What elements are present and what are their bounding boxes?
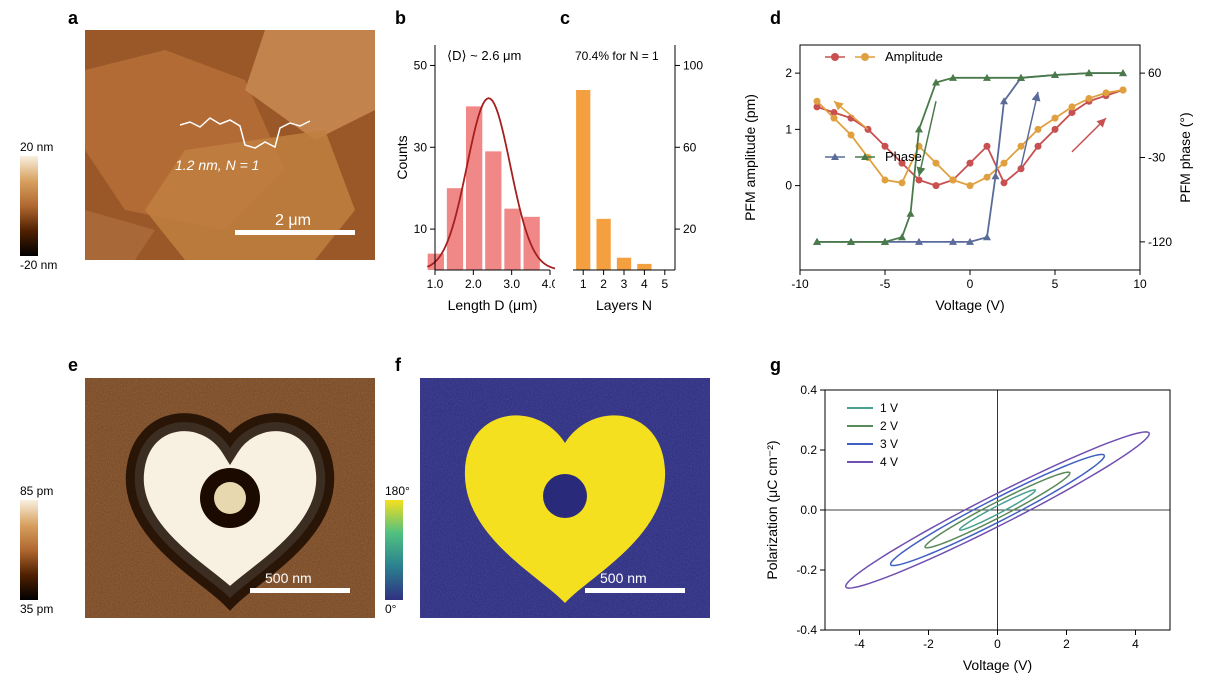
svg-text:Layers N: Layers N [596,297,652,313]
scalebar-e: 500 nm [265,570,312,586]
svg-text:Length D (μm): Length D (μm) [448,297,538,313]
svg-text:2 V: 2 V [880,419,898,433]
svg-text:3.0: 3.0 [503,277,520,291]
svg-text:3: 3 [621,277,628,291]
svg-text:-2: -2 [923,637,934,651]
svg-text:Polarization (μC cm⁻²): Polarization (μC cm⁻²) [764,440,780,579]
svg-text:4.0: 4.0 [542,277,555,291]
svg-text:-0.2: -0.2 [796,563,817,577]
scalebar-f: 500 nm [600,570,647,586]
svg-text:-0.4: -0.4 [796,623,817,637]
panel-label-b: b [395,8,406,29]
panel-label-e: e [68,355,78,376]
svg-text:0: 0 [967,277,974,291]
colorbar-e: 85 pm 35 pm [20,500,38,600]
svg-text:1: 1 [580,277,587,291]
svg-text:Counts: Counts [395,135,410,179]
svg-text:4: 4 [1132,637,1139,651]
svg-text:3 V: 3 V [880,437,898,451]
svg-text:5: 5 [661,277,668,291]
svg-text:60: 60 [683,140,697,154]
svg-text:2.0: 2.0 [465,277,482,291]
pfm-amp-image: 500 nm [85,378,375,618]
panel-label-a: a [68,8,78,29]
svg-text:Voltage (V): Voltage (V) [935,297,1004,313]
svg-text:70.4% for N = 1: 70.4% for N = 1 [575,49,659,63]
panel-label-c: c [560,8,570,29]
svg-text:0.0: 0.0 [800,503,817,517]
svg-text:30: 30 [414,140,428,154]
svg-text:20: 20 [683,222,697,236]
panel-label-g: g [770,355,781,376]
histogram-c: 12345 20 60 100 Layers N 70.4% for N = 1 [555,30,715,320]
svg-text:5: 5 [1052,277,1059,291]
svg-text:⟨D⟩ ~ 2.6 μm: ⟨D⟩ ~ 2.6 μm [447,48,521,63]
histogram-b: 1.0 2.0 3.0 4.0 10 30 50 Length D (μm) Counts ⟨D⟩… [395,30,555,320]
svg-text:4 V: 4 V [880,455,898,469]
svg-text:-120: -120 [1148,235,1172,249]
svg-text:0.2: 0.2 [800,443,817,457]
pfm-chart-d: -10 -5 0 5 10 0 1 2 -120 -30 60 Amplitude Phase Volta… [735,30,1205,320]
svg-text:2: 2 [785,66,792,80]
svg-text:-5: -5 [880,277,891,291]
svg-text:PFM amplitude (pm): PFM amplitude (pm) [742,94,758,221]
pv-loops-g: -4 -2 0 2 4 -0.4 -0.2 0.0 0.2 0.4 1 V 2 V 3 V 4 V Volt… [755,378,1185,678]
svg-text:100: 100 [683,58,703,72]
svg-text:1 V: 1 V [880,401,898,415]
svg-text:0: 0 [785,179,792,193]
panel-label-d: d [770,8,781,29]
svg-text:2: 2 [1063,637,1070,651]
pfm-phase-image: 500 nm [420,378,710,618]
svg-text:PFM phase (°): PFM phase (°) [1177,112,1193,202]
panel-label-f: f [395,355,401,376]
svg-text:Phase: Phase [885,149,922,164]
svg-text:10: 10 [414,222,428,236]
svg-text:2: 2 [600,277,607,291]
colorbar-a: 20 nm -20 nm [20,156,38,256]
svg-text:60: 60 [1148,66,1162,80]
svg-text:4: 4 [641,277,648,291]
svg-text:10: 10 [1133,277,1147,291]
svg-text:1.0: 1.0 [427,277,444,291]
svg-text:-30: -30 [1148,151,1166,165]
scalebar-a: 2 μm [275,212,311,229]
svg-text:1: 1 [785,122,792,136]
afm-image-a: 1.2 nm, N = 1 2 μm [85,30,375,260]
svg-text:0: 0 [994,637,1001,651]
svg-text:50: 50 [414,58,428,72]
colorbar-f: 180° 0° [385,500,403,600]
svg-text:Voltage (V): Voltage (V) [963,657,1032,673]
overlay-text-a: 1.2 nm, N = 1 [175,157,259,173]
svg-text:-4: -4 [854,637,865,651]
svg-text:Amplitude: Amplitude [885,49,943,64]
svg-text:-10: -10 [791,277,809,291]
svg-text:0.4: 0.4 [800,383,817,397]
